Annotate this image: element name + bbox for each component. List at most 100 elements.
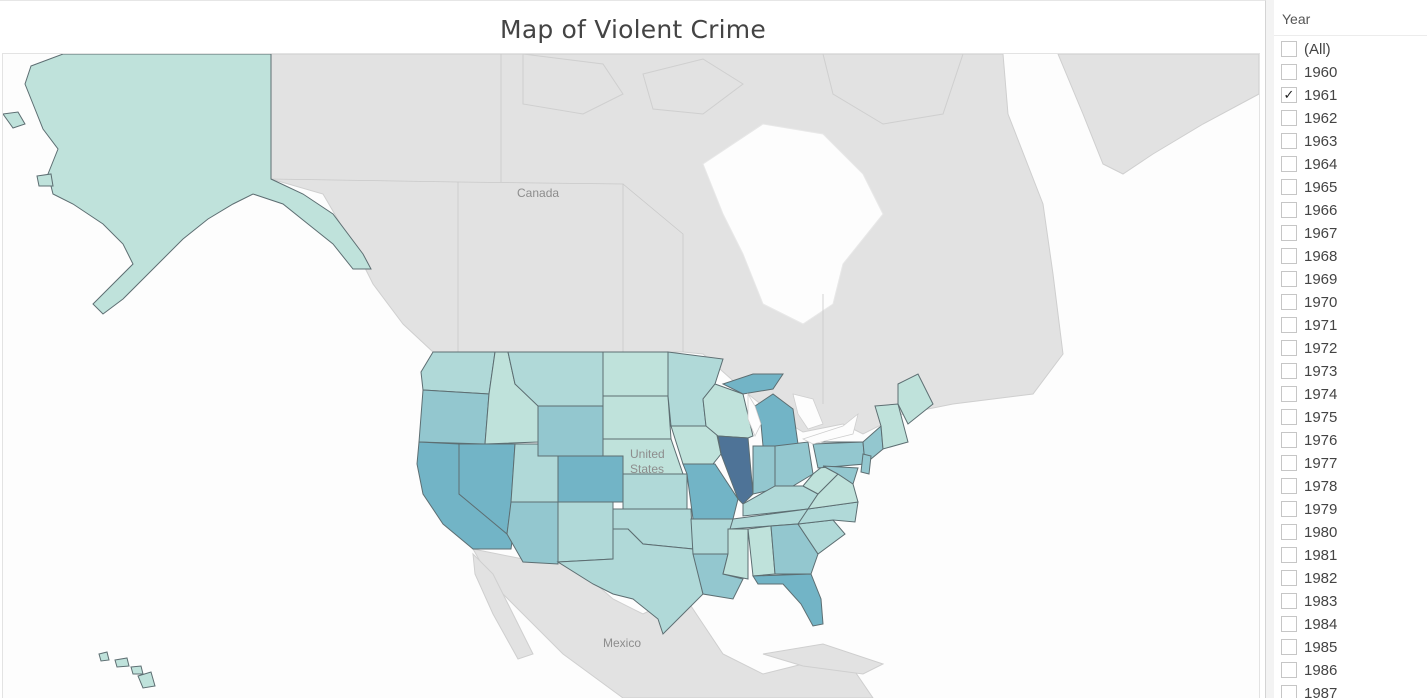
year-option[interactable]: 1963 [1280, 130, 1427, 153]
state-mississippi[interactable] [722, 528, 749, 580]
year-option-label: 1964 [1304, 156, 1338, 173]
year-option-label: 1973 [1304, 363, 1338, 380]
year-option[interactable]: 1983 [1280, 590, 1427, 613]
year-option[interactable]: 1985 [1280, 636, 1427, 659]
year-checkbox[interactable] [1281, 386, 1297, 402]
map-worksheet: Map of Violent Crime [0, 0, 1266, 698]
year-option[interactable]: 1974 [1280, 383, 1427, 406]
state-maine[interactable] [897, 373, 934, 425]
map-canvas[interactable]: Canada United States Mexico [3, 54, 1259, 698]
year-option[interactable]: 1966 [1280, 199, 1427, 222]
year-option[interactable]: 1977 [1280, 452, 1427, 475]
year-option[interactable]: 1960 [1280, 61, 1427, 84]
state-south-dakota[interactable] [602, 395, 672, 440]
state-wyoming[interactable] [537, 405, 604, 457]
year-checkbox[interactable] [1281, 363, 1297, 379]
us-states [416, 351, 934, 635]
year-option[interactable]: 1982 [1280, 567, 1427, 590]
year-checkbox[interactable] [1281, 662, 1297, 678]
year-option[interactable]: 1976 [1280, 429, 1427, 452]
background-land [270, 54, 1259, 698]
state-alaska-island[interactable] [3, 111, 26, 129]
state-indiana[interactable] [752, 445, 776, 495]
year-option-label: 1979 [1304, 501, 1338, 518]
year-option-label: 1981 [1304, 547, 1338, 564]
state-texas[interactable] [556, 528, 704, 635]
year-checkbox[interactable] [1281, 639, 1297, 655]
state-florida[interactable] [752, 573, 824, 627]
year-checkbox[interactable] [1281, 317, 1297, 333]
year-checkbox[interactable] [1281, 432, 1297, 448]
year-option-label: 1975 [1304, 409, 1338, 426]
state-new-jersey[interactable] [860, 453, 872, 475]
great-lakes [747, 392, 859, 445]
state-alaska-island[interactable] [36, 173, 54, 187]
year-checkbox[interactable] [1281, 570, 1297, 586]
year-checkbox[interactable] [1281, 593, 1297, 609]
year-option[interactable]: 1964 [1280, 153, 1427, 176]
state-arkansas[interactable] [690, 518, 734, 555]
state-pennsylvania[interactable] [812, 441, 866, 469]
year-option[interactable]: 1971 [1280, 314, 1427, 337]
year-option[interactable]: 1984 [1280, 613, 1427, 636]
year-checkbox[interactable] [1281, 501, 1297, 517]
state-maryland[interactable] [822, 465, 859, 485]
year-option[interactable]: 1979 [1280, 498, 1427, 521]
year-checkbox[interactable] [1281, 110, 1297, 126]
year-option-label: 1985 [1304, 639, 1338, 656]
year-checkbox[interactable] [1281, 156, 1297, 172]
year-checkbox[interactable] [1281, 294, 1297, 310]
state-kansas[interactable] [622, 473, 688, 510]
year-checkbox[interactable] [1281, 455, 1297, 471]
year-checkbox[interactable] [1281, 179, 1297, 195]
year-checkbox[interactable]: ✓ [1281, 87, 1297, 103]
year-option[interactable]: 1962 [1280, 107, 1427, 130]
year-checkbox[interactable] [1281, 271, 1297, 287]
state-new-england[interactable] [874, 403, 909, 450]
year-checkbox[interactable] [1281, 133, 1297, 149]
baja-land [472, 552, 534, 660]
year-option[interactable]: 1967 [1280, 222, 1427, 245]
year-option[interactable]: ✓ 1961 [1280, 84, 1427, 107]
year-checkbox[interactable] [1281, 547, 1297, 563]
year-checkbox[interactable] [1281, 64, 1297, 80]
year-checkbox[interactable] [1281, 41, 1297, 57]
choropleth-map[interactable]: Canada United States Mexico [2, 53, 1260, 698]
state-arizona[interactable] [506, 501, 559, 565]
year-checkbox[interactable] [1281, 248, 1297, 264]
state-hawaii[interactable] [98, 651, 156, 689]
year-checkbox[interactable] [1281, 685, 1297, 698]
state-colorado[interactable] [557, 455, 624, 503]
year-option-label: 1960 [1304, 64, 1338, 81]
state-ohio[interactable] [774, 441, 814, 487]
year-option[interactable]: 1981 [1280, 544, 1427, 567]
year-option[interactable]: 1972 [1280, 337, 1427, 360]
state-washington[interactable] [420, 351, 496, 395]
year-checkbox[interactable] [1281, 225, 1297, 241]
year-option[interactable]: 1969 [1280, 268, 1427, 291]
state-oregon[interactable] [418, 389, 490, 445]
year-option-label: 1967 [1304, 225, 1338, 242]
year-option[interactable]: 1965 [1280, 176, 1427, 199]
year-option[interactable]: 1986 [1280, 659, 1427, 682]
year-checkbox[interactable] [1281, 340, 1297, 356]
state-michigan-up[interactable] [721, 373, 784, 395]
year-option[interactable]: 1978 [1280, 475, 1427, 498]
state-north-dakota[interactable] [602, 351, 669, 397]
year-checkbox[interactable] [1281, 616, 1297, 632]
year-option[interactable]: 1975 [1280, 406, 1427, 429]
state-alabama[interactable] [747, 525, 776, 577]
year-option[interactable]: (All) [1280, 38, 1427, 61]
year-checkbox[interactable] [1281, 409, 1297, 425]
year-checkbox[interactable] [1281, 478, 1297, 494]
year-option[interactable]: 1970 [1280, 291, 1427, 314]
state-new-mexico[interactable] [557, 501, 614, 563]
year-option[interactable]: 1973 [1280, 360, 1427, 383]
hudson-bay [702, 123, 884, 325]
year-checkbox[interactable] [1281, 524, 1297, 540]
year-option[interactable]: 1968 [1280, 245, 1427, 268]
pane-separator[interactable] [1266, 0, 1274, 698]
year-option[interactable]: 1987 [1280, 682, 1427, 698]
year-checkbox[interactable] [1281, 202, 1297, 218]
year-option[interactable]: 1980 [1280, 521, 1427, 544]
